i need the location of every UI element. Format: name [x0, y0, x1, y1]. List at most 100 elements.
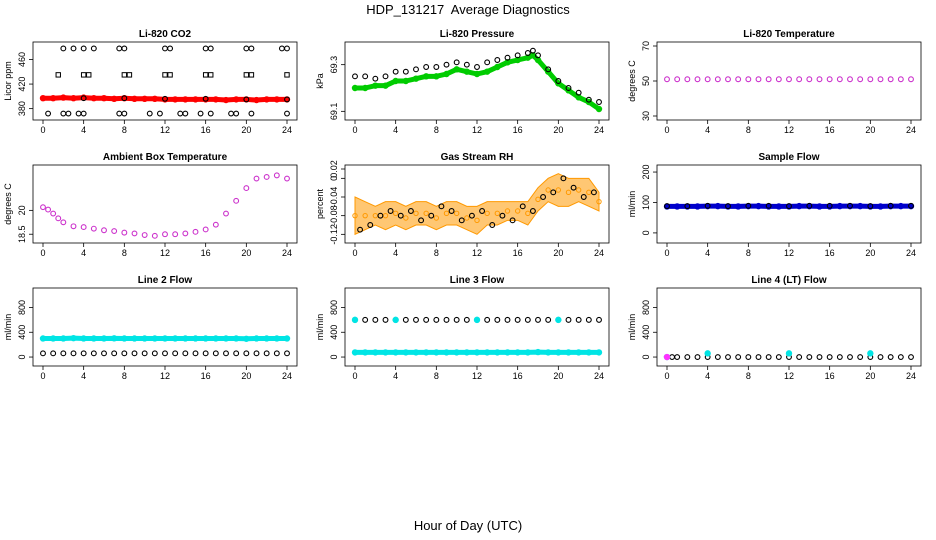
data-point — [745, 76, 752, 83]
data-point — [489, 222, 496, 228]
data-point — [494, 316, 501, 323]
x-tick-label: 24 — [906, 125, 916, 135]
data-point — [595, 349, 603, 356]
data-point — [795, 202, 803, 210]
data-point — [575, 316, 582, 323]
data-point — [847, 202, 853, 209]
x-tick-label: 12 — [472, 125, 482, 135]
x-tick-label: 16 — [201, 248, 211, 258]
data-point — [664, 76, 670, 83]
data-point — [887, 202, 894, 209]
data-point — [570, 184, 577, 191]
data-point — [387, 208, 394, 214]
data-point — [433, 316, 440, 323]
y-tick-label: 20 — [17, 205, 27, 215]
data-point — [233, 110, 240, 117]
x-tick-label: 12 — [472, 248, 482, 258]
x-tick-label: 8 — [746, 248, 751, 258]
data-point — [392, 349, 399, 356]
data-point — [816, 354, 823, 360]
data-point — [372, 316, 379, 323]
data-point — [65, 110, 72, 117]
x-axis-label: Hour of Day (UTC) — [413, 518, 523, 533]
x-tick-label: 8 — [122, 248, 127, 258]
data-point — [90, 45, 97, 52]
data-point — [596, 198, 602, 205]
x-tick-label: 8 — [434, 125, 439, 135]
data-point — [504, 316, 511, 323]
data-point — [151, 350, 158, 357]
data-point — [887, 76, 894, 83]
data-point — [673, 203, 681, 210]
y-axis-label: ml/min — [627, 191, 637, 218]
panel-title: Gas Stream RH — [441, 152, 514, 163]
y-tick-label: 0.02 — [329, 160, 339, 178]
data-point — [162, 350, 168, 357]
series-cal-mid — [55, 72, 290, 78]
data-point — [121, 110, 128, 117]
data-point — [75, 110, 82, 117]
data-point — [278, 45, 285, 52]
data-point — [575, 89, 582, 96]
data-point — [555, 316, 562, 324]
data-point — [494, 349, 501, 356]
data-point — [765, 354, 772, 360]
series-flow-cal — [664, 202, 914, 210]
data-point — [443, 70, 450, 78]
data-point — [565, 349, 572, 356]
data-point — [55, 215, 62, 222]
data-point — [483, 68, 491, 75]
panel-title: Sample Flow — [758, 152, 819, 163]
data-point — [514, 349, 521, 356]
x-tick-label: 0 — [664, 125, 669, 135]
data-point — [458, 217, 465, 224]
data-point — [565, 316, 572, 323]
data-point — [524, 50, 531, 56]
data-point — [243, 335, 250, 342]
data-point — [745, 354, 752, 360]
data-point — [908, 354, 914, 360]
data-point — [248, 72, 255, 78]
data-point — [867, 203, 874, 210]
data-point — [734, 203, 742, 210]
data-point — [423, 316, 430, 323]
y-axis-label: ml/min — [627, 314, 637, 341]
series-line3-cyan-high — [351, 316, 562, 324]
data-point — [197, 110, 204, 117]
data-point — [39, 94, 47, 102]
data-point — [50, 350, 57, 357]
data-point — [60, 94, 67, 101]
panel-title: Li-820 Pressure — [440, 29, 515, 40]
data-point — [171, 96, 179, 103]
data-point — [263, 335, 270, 342]
x-tick-label: 8 — [746, 371, 751, 381]
data-point — [857, 76, 864, 83]
x-tick-label: 16 — [513, 371, 523, 381]
data-point — [555, 187, 562, 193]
data-point — [90, 225, 97, 232]
series-pressure-cal — [352, 47, 602, 105]
data-point — [806, 202, 813, 209]
y-tick-label: 200 — [641, 165, 651, 180]
data-point — [248, 110, 255, 117]
x-tick-label: 4 — [81, 371, 86, 381]
data-point — [704, 350, 711, 357]
data-point — [121, 229, 128, 236]
x-tick-label: 20 — [865, 371, 875, 381]
data-point — [443, 210, 450, 217]
data-point — [550, 189, 557, 196]
data-point — [273, 350, 280, 357]
data-point — [585, 96, 592, 103]
data-point — [60, 335, 67, 342]
data-point — [352, 212, 358, 219]
data-point — [151, 95, 159, 103]
data-point — [877, 76, 884, 83]
data-point — [897, 202, 905, 210]
x-tick-label: 16 — [201, 125, 211, 135]
data-point — [413, 66, 419, 73]
x-tick-label: 12 — [160, 248, 170, 258]
chart-panel-pressure: Li-820 Pressure kPa 0 4 8 12 16 20 24 69.1 69.3 — [315, 29, 610, 135]
data-point — [806, 354, 813, 360]
data-point — [877, 354, 884, 360]
